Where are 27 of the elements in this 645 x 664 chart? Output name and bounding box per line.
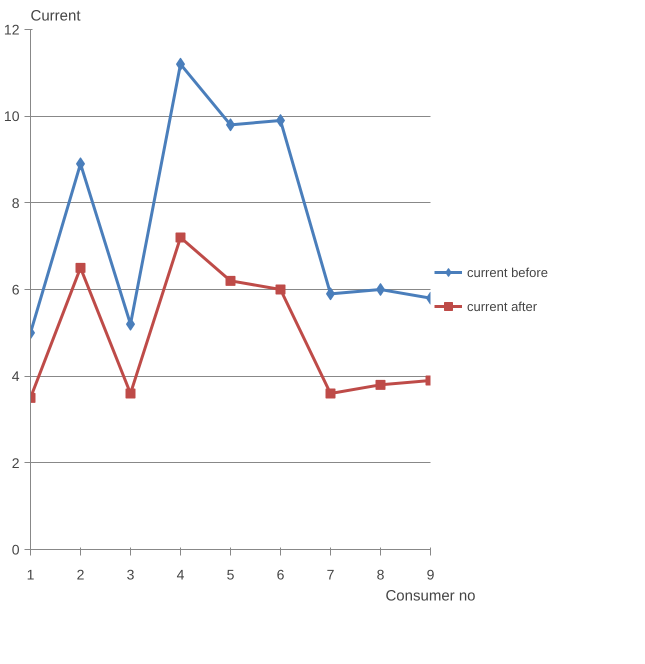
x-tick-label: 8 bbox=[376, 566, 385, 582]
x-tick-label: 5 bbox=[226, 566, 235, 582]
x-tick-label: 2 bbox=[76, 566, 85, 582]
y-axis-title: Current bbox=[30, 8, 82, 24]
x-tick-label: 1 bbox=[26, 566, 35, 582]
point bbox=[176, 232, 186, 242]
y-tick-label: 12 bbox=[4, 22, 20, 38]
y-tick-label: 10 bbox=[4, 108, 20, 124]
y-tick-label: 2 bbox=[12, 454, 20, 471]
x-tick-label: 3 bbox=[126, 566, 135, 582]
point bbox=[376, 380, 386, 390]
y-tick-label: 0 bbox=[12, 542, 20, 558]
point bbox=[76, 262, 86, 273]
legend-label: current after bbox=[467, 298, 538, 314]
legend-label: current before bbox=[467, 264, 548, 280]
x-axis-title: Consumer no bbox=[385, 588, 476, 604]
x-tick-label: 7 bbox=[326, 566, 335, 582]
x-tick-label: 6 bbox=[276, 566, 285, 582]
point bbox=[326, 388, 336, 398]
x-tick-label: 4 bbox=[176, 566, 185, 582]
y-tick-label: 8 bbox=[12, 194, 20, 211]
y-tick-label: 6 bbox=[12, 282, 20, 298]
point bbox=[276, 284, 286, 294]
y-tick-label: 4 bbox=[12, 368, 20, 384]
point bbox=[226, 276, 236, 286]
point bbox=[126, 388, 136, 398]
x-tick-label: 9 bbox=[426, 566, 435, 582]
